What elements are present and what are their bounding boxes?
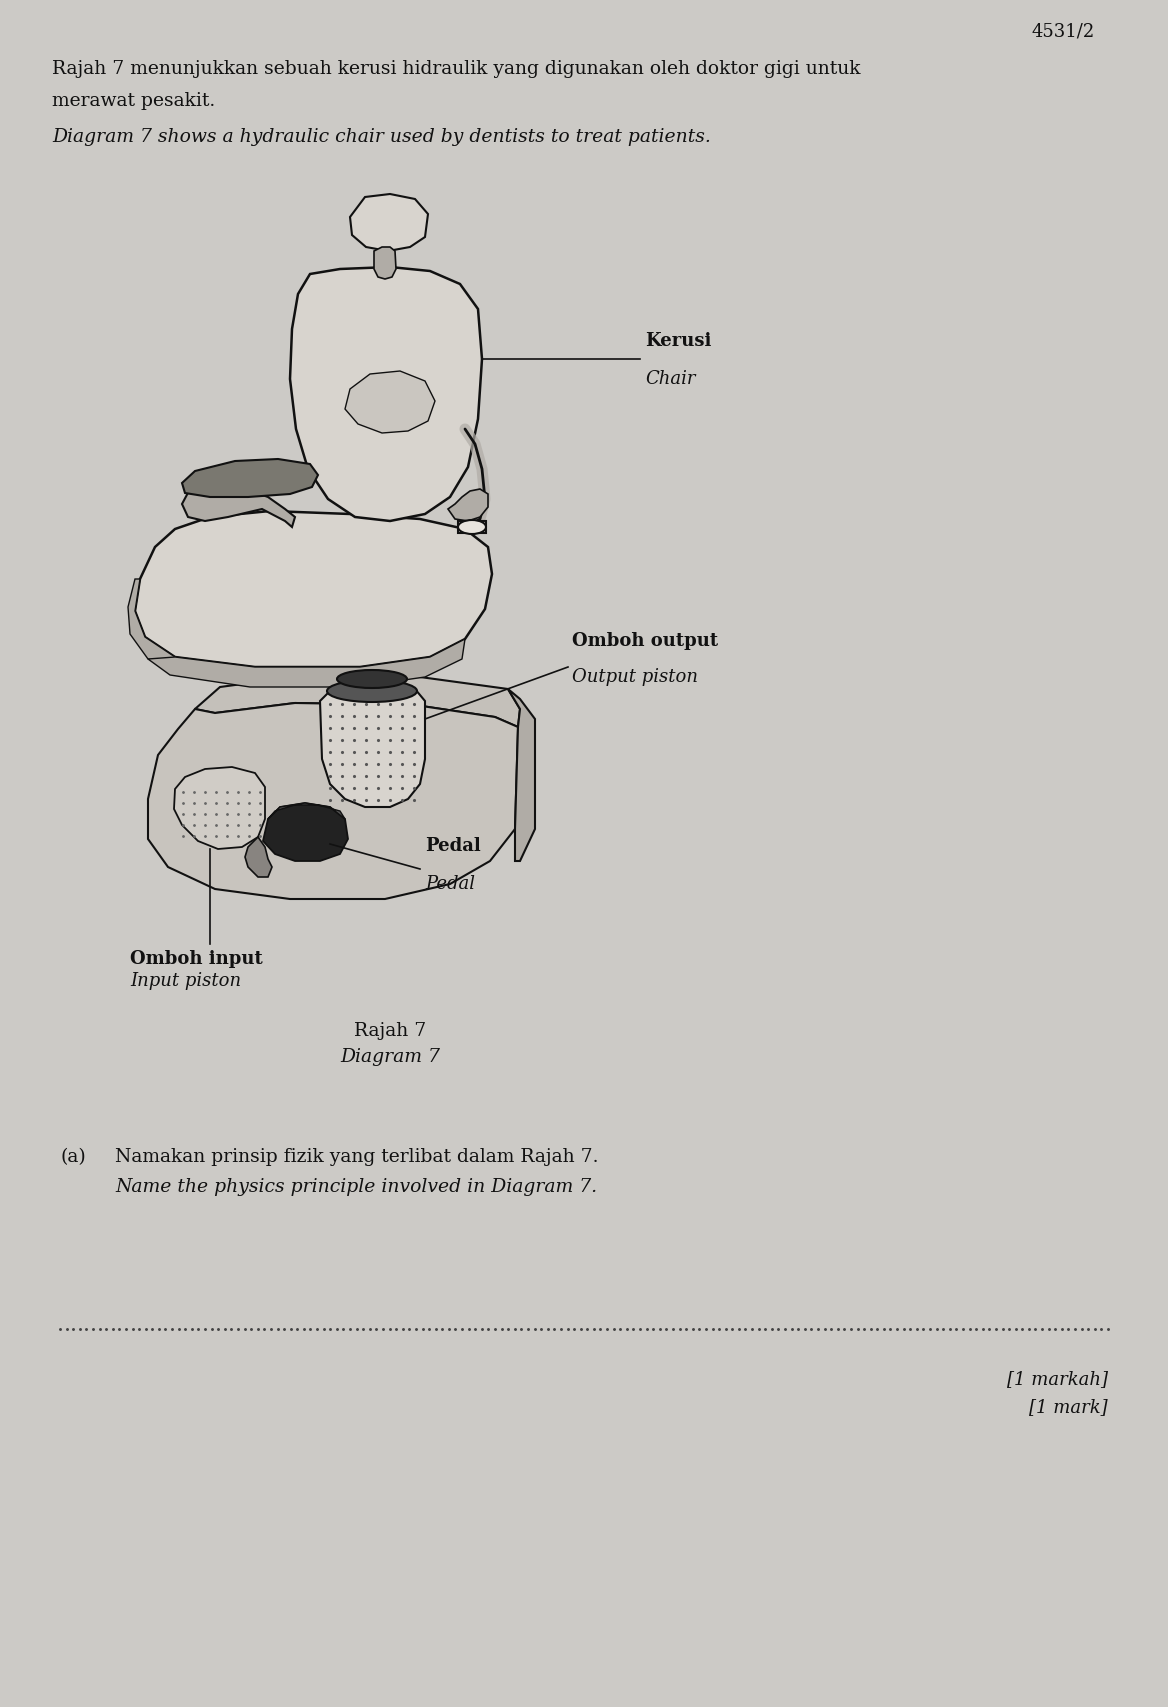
Text: Pedal: Pedal bbox=[425, 874, 475, 893]
Polygon shape bbox=[182, 459, 318, 498]
Polygon shape bbox=[128, 580, 178, 669]
Polygon shape bbox=[148, 703, 517, 900]
Text: Omboh output: Omboh output bbox=[572, 632, 718, 650]
Polygon shape bbox=[267, 804, 345, 819]
Text: [1 markah]: [1 markah] bbox=[1007, 1369, 1108, 1388]
Polygon shape bbox=[508, 690, 535, 862]
Text: Diagram 7: Diagram 7 bbox=[340, 1048, 440, 1065]
Text: Chair: Chair bbox=[645, 370, 695, 387]
Ellipse shape bbox=[458, 521, 486, 534]
Text: Diagram 7 shows a hydraulic chair used by dentists to treat patients.: Diagram 7 shows a hydraulic chair used b… bbox=[53, 128, 711, 145]
Polygon shape bbox=[174, 768, 265, 850]
Polygon shape bbox=[148, 640, 465, 688]
Polygon shape bbox=[290, 268, 482, 522]
Text: Name the physics principle involved in Diagram 7.: Name the physics principle involved in D… bbox=[114, 1178, 597, 1195]
Polygon shape bbox=[195, 678, 520, 727]
Text: Output piston: Output piston bbox=[572, 667, 698, 686]
Polygon shape bbox=[374, 248, 396, 280]
Ellipse shape bbox=[338, 671, 406, 688]
Text: (a): (a) bbox=[60, 1147, 85, 1166]
Polygon shape bbox=[320, 685, 425, 807]
Text: Input piston: Input piston bbox=[130, 971, 241, 990]
Ellipse shape bbox=[327, 681, 417, 703]
Text: Kerusi: Kerusi bbox=[645, 331, 711, 350]
Polygon shape bbox=[182, 483, 296, 527]
Text: Omboh input: Omboh input bbox=[130, 949, 263, 968]
Polygon shape bbox=[449, 490, 488, 522]
Polygon shape bbox=[245, 838, 272, 877]
Text: Rajah 7 menunjukkan sebuah kerusi hidraulik yang digunakan oleh doktor gigi untu: Rajah 7 menunjukkan sebuah kerusi hidrau… bbox=[53, 60, 861, 79]
Text: Namakan prinsip fizik yang terlibat dalam Rajah 7.: Namakan prinsip fizik yang terlibat dala… bbox=[114, 1147, 598, 1166]
Polygon shape bbox=[345, 372, 434, 434]
Bar bbox=[458, 522, 486, 534]
Polygon shape bbox=[263, 804, 348, 862]
Polygon shape bbox=[350, 195, 427, 253]
Text: [1 mark]: [1 mark] bbox=[1029, 1398, 1108, 1415]
Text: Rajah 7: Rajah 7 bbox=[354, 1021, 426, 1040]
Text: 4531/2: 4531/2 bbox=[1031, 22, 1096, 39]
Text: merawat pesakit.: merawat pesakit. bbox=[53, 92, 215, 109]
Text: Pedal: Pedal bbox=[425, 836, 481, 855]
Polygon shape bbox=[135, 512, 492, 667]
